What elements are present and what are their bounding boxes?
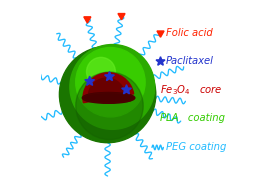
Circle shape — [59, 46, 156, 143]
Text: Folic acid: Folic acid — [166, 28, 213, 38]
Text: PLA   coating: PLA coating — [160, 113, 225, 123]
Text: Paclitaxel: Paclitaxel — [166, 57, 214, 66]
Ellipse shape — [82, 93, 135, 103]
Circle shape — [76, 72, 143, 139]
Polygon shape — [118, 14, 125, 20]
Polygon shape — [157, 31, 164, 37]
Polygon shape — [26, 71, 33, 78]
Circle shape — [76, 47, 145, 117]
Text: PEG coating: PEG coating — [166, 143, 227, 152]
Polygon shape — [122, 85, 131, 94]
Wedge shape — [88, 78, 125, 100]
Polygon shape — [105, 71, 114, 81]
Ellipse shape — [82, 93, 135, 103]
Text: Fe$_3$O$_4$   core: Fe$_3$O$_4$ core — [160, 83, 222, 97]
Circle shape — [70, 45, 155, 129]
Wedge shape — [83, 73, 134, 103]
Polygon shape — [156, 57, 165, 65]
Polygon shape — [84, 17, 91, 23]
Circle shape — [86, 57, 116, 86]
Polygon shape — [85, 76, 94, 85]
